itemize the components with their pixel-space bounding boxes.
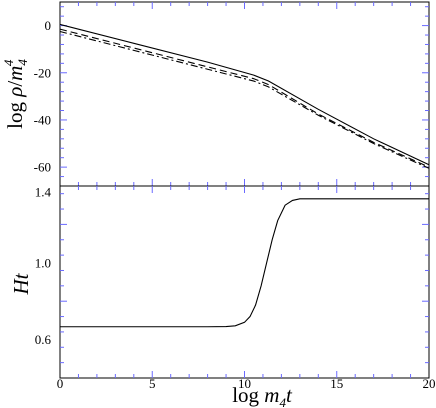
bottom-y-axis-label: Ht <box>9 272 33 295</box>
bottom-y-tick-label: 0.6 <box>35 332 52 347</box>
bottom-series-solid-line <box>60 198 429 328</box>
top-y-tick-label: 0 <box>45 18 52 33</box>
x-tick-label: 20 <box>423 376 436 391</box>
top-panel: 0 -20 -40 -60 <box>34 1 430 187</box>
bottom-plot-frame <box>59 185 430 379</box>
bottom-y-tick-label: 1.4 <box>35 185 52 200</box>
top-series-dashed-line <box>59 28 430 168</box>
x-tick-label: 0 <box>57 376 64 391</box>
top-y-tick-label: -40 <box>34 112 51 127</box>
top-series-dashdot-line <box>59 30 430 169</box>
top-y-axis-label: log ρ/m44 <box>1 59 30 129</box>
x-tick-label: 5 <box>149 376 156 391</box>
top-y-tick-label: -20 <box>34 65 51 80</box>
bottom-panel: 0.6 1.0 1.4 0 5 10 15 20 <box>35 185 436 392</box>
bottom-y-tick-label: 1.0 <box>35 255 51 270</box>
top-y-tick-label: -60 <box>34 160 51 175</box>
x-tick-label: 15 <box>330 376 343 391</box>
top-plot-frame <box>59 1 430 187</box>
x-axis-label: log m4t <box>232 383 293 408</box>
top-series-solid-line <box>59 23 430 166</box>
x-tick-label: 10 <box>238 376 251 391</box>
